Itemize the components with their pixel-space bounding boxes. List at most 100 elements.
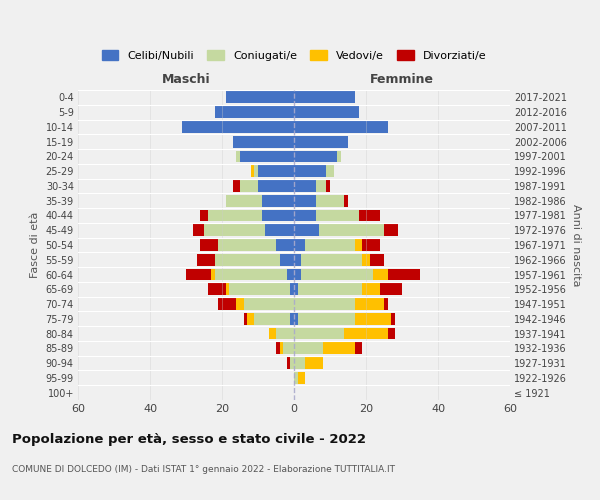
Bar (236, 298, 244, 310)
Bar (316, 195, 344, 206)
Bar (391, 313, 395, 324)
Bar (305, 357, 323, 369)
Bar (254, 313, 290, 324)
Bar (290, 313, 294, 324)
Bar (251, 166, 254, 177)
Bar (294, 166, 326, 177)
Bar (294, 254, 301, 266)
Bar (362, 284, 380, 295)
Bar (258, 166, 294, 177)
Bar (258, 180, 294, 192)
Bar (200, 210, 208, 222)
Y-axis label: Anni di nascita: Anni di nascita (571, 204, 581, 286)
Bar (355, 313, 391, 324)
Bar (254, 166, 258, 177)
Bar (301, 254, 362, 266)
Bar (280, 254, 294, 266)
Bar (294, 328, 344, 340)
Bar (326, 180, 330, 192)
Bar (370, 254, 384, 266)
Bar (355, 298, 384, 310)
Bar (388, 268, 420, 280)
Bar (287, 357, 290, 369)
Bar (211, 268, 215, 280)
Bar (319, 224, 384, 236)
Bar (373, 268, 388, 280)
Bar (355, 239, 362, 251)
Bar (290, 357, 294, 369)
Bar (294, 195, 316, 206)
Bar (294, 342, 323, 354)
Bar (200, 239, 218, 251)
Bar (316, 210, 359, 222)
Bar (193, 224, 204, 236)
Bar (247, 313, 254, 324)
Bar (262, 210, 294, 222)
Bar (265, 224, 294, 236)
Bar (283, 342, 294, 354)
Text: Femmine: Femmine (370, 72, 434, 86)
Bar (294, 106, 359, 118)
Bar (233, 180, 240, 192)
Bar (298, 372, 305, 384)
Bar (244, 313, 247, 324)
Bar (323, 342, 355, 354)
Bar (298, 284, 362, 295)
Bar (244, 298, 294, 310)
Bar (236, 150, 240, 162)
Bar (182, 121, 294, 133)
Bar (262, 195, 294, 206)
Bar (294, 92, 355, 104)
Bar (294, 224, 319, 236)
Bar (218, 298, 236, 310)
Bar (294, 150, 337, 162)
Bar (294, 210, 316, 222)
Bar (294, 268, 301, 280)
Bar (362, 239, 380, 251)
Bar (269, 328, 276, 340)
Bar (226, 92, 294, 104)
Bar (226, 284, 229, 295)
Bar (226, 195, 262, 206)
Text: Popolazione per età, sesso e stato civile - 2022: Popolazione per età, sesso e stato civil… (12, 432, 366, 446)
Bar (362, 254, 370, 266)
Bar (276, 239, 294, 251)
Bar (215, 254, 280, 266)
Bar (359, 210, 380, 222)
Legend: Celibi/Nubili, Coniugati/e, Vedovi/e, Divorziati/e: Celibi/Nubili, Coniugati/e, Vedovi/e, Di… (97, 46, 491, 66)
Bar (344, 328, 388, 340)
Bar (240, 180, 258, 192)
Text: Maschi: Maschi (161, 72, 211, 86)
Bar (355, 342, 362, 354)
Bar (240, 150, 294, 162)
Bar (229, 284, 290, 295)
Bar (215, 268, 287, 280)
Bar (233, 136, 294, 147)
Bar (294, 372, 298, 384)
Bar (294, 136, 348, 147)
Bar (290, 284, 294, 295)
Bar (337, 150, 341, 162)
Bar (287, 268, 294, 280)
Bar (384, 298, 388, 310)
Bar (276, 342, 280, 354)
Bar (218, 239, 276, 251)
Bar (326, 166, 334, 177)
Bar (380, 284, 402, 295)
Bar (276, 328, 294, 340)
Bar (316, 180, 326, 192)
Text: COMUNE DI DOLCEDO (IM) - Dati ISTAT 1° gennaio 2022 - Elaborazione TUTTITALIA.IT: COMUNE DI DOLCEDO (IM) - Dati ISTAT 1° g… (12, 466, 395, 474)
Y-axis label: Fasce di età: Fasce di età (30, 212, 40, 278)
Bar (294, 239, 305, 251)
Bar (294, 180, 316, 192)
Bar (294, 121, 388, 133)
Bar (301, 268, 373, 280)
Bar (197, 254, 215, 266)
Bar (294, 298, 355, 310)
Bar (186, 268, 211, 280)
Bar (305, 239, 355, 251)
Bar (344, 195, 348, 206)
Bar (294, 357, 305, 369)
Bar (294, 284, 298, 295)
Bar (204, 224, 265, 236)
